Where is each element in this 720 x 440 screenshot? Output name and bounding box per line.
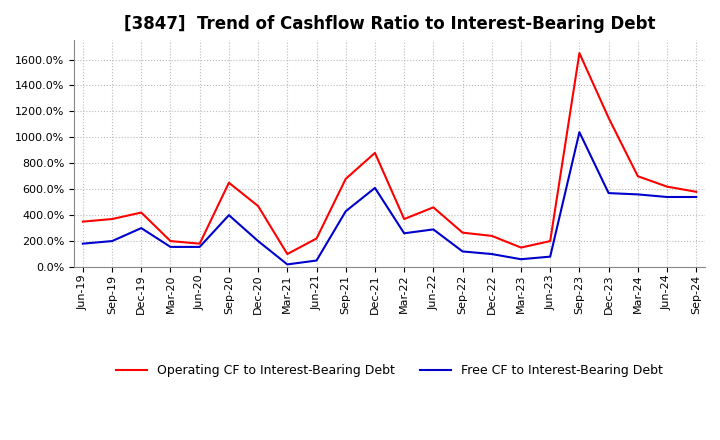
Operating CF to Interest-Bearing Debt: [195, 241, 204, 246]
Line: Free CF to Interest-Bearing Debt: Free CF to Interest-Bearing Debt: [83, 132, 696, 264]
Free CF to Interest-Bearing Debt: [400, 231, 408, 236]
Operating CF to Interest-Bearing Debt: [634, 174, 642, 179]
Free CF to Interest-Bearing Debt: [692, 194, 701, 200]
Free CF to Interest-Bearing Debt: [166, 244, 175, 249]
Free CF to Interest-Bearing Debt: [517, 257, 526, 262]
Free CF to Interest-Bearing Debt: [371, 185, 379, 191]
Operating CF to Interest-Bearing Debt: [137, 210, 145, 215]
Legend: Operating CF to Interest-Bearing Debt, Free CF to Interest-Bearing Debt: Operating CF to Interest-Bearing Debt, F…: [111, 359, 668, 382]
Operating CF to Interest-Bearing Debt: [400, 216, 408, 222]
Free CF to Interest-Bearing Debt: [253, 238, 262, 244]
Free CF to Interest-Bearing Debt: [283, 262, 292, 267]
Operating CF to Interest-Bearing Debt: [458, 230, 467, 235]
Free CF to Interest-Bearing Debt: [108, 238, 117, 244]
Operating CF to Interest-Bearing Debt: [283, 251, 292, 257]
Operating CF to Interest-Bearing Debt: [429, 205, 438, 210]
Operating CF to Interest-Bearing Debt: [371, 150, 379, 156]
Free CF to Interest-Bearing Debt: [487, 251, 496, 257]
Free CF to Interest-Bearing Debt: [575, 129, 584, 135]
Operating CF to Interest-Bearing Debt: [692, 189, 701, 194]
Operating CF to Interest-Bearing Debt: [78, 219, 87, 224]
Free CF to Interest-Bearing Debt: [137, 225, 145, 231]
Operating CF to Interest-Bearing Debt: [108, 216, 117, 222]
Free CF to Interest-Bearing Debt: [429, 227, 438, 232]
Title: [3847]  Trend of Cashflow Ratio to Interest-Bearing Debt: [3847] Trend of Cashflow Ratio to Intere…: [124, 15, 655, 33]
Operating CF to Interest-Bearing Debt: [166, 238, 175, 244]
Operating CF to Interest-Bearing Debt: [604, 115, 613, 121]
Operating CF to Interest-Bearing Debt: [253, 203, 262, 209]
Line: Operating CF to Interest-Bearing Debt: Operating CF to Interest-Bearing Debt: [83, 53, 696, 254]
Free CF to Interest-Bearing Debt: [634, 192, 642, 197]
Operating CF to Interest-Bearing Debt: [312, 236, 321, 241]
Free CF to Interest-Bearing Debt: [195, 244, 204, 249]
Free CF to Interest-Bearing Debt: [312, 258, 321, 263]
Free CF to Interest-Bearing Debt: [225, 213, 233, 218]
Free CF to Interest-Bearing Debt: [662, 194, 671, 200]
Operating CF to Interest-Bearing Debt: [341, 176, 350, 181]
Operating CF to Interest-Bearing Debt: [225, 180, 233, 185]
Operating CF to Interest-Bearing Debt: [546, 238, 554, 244]
Operating CF to Interest-Bearing Debt: [487, 233, 496, 238]
Operating CF to Interest-Bearing Debt: [575, 51, 584, 56]
Free CF to Interest-Bearing Debt: [458, 249, 467, 254]
Operating CF to Interest-Bearing Debt: [517, 245, 526, 250]
Free CF to Interest-Bearing Debt: [78, 241, 87, 246]
Operating CF to Interest-Bearing Debt: [662, 184, 671, 189]
Free CF to Interest-Bearing Debt: [604, 191, 613, 196]
Free CF to Interest-Bearing Debt: [341, 209, 350, 214]
Free CF to Interest-Bearing Debt: [546, 254, 554, 259]
